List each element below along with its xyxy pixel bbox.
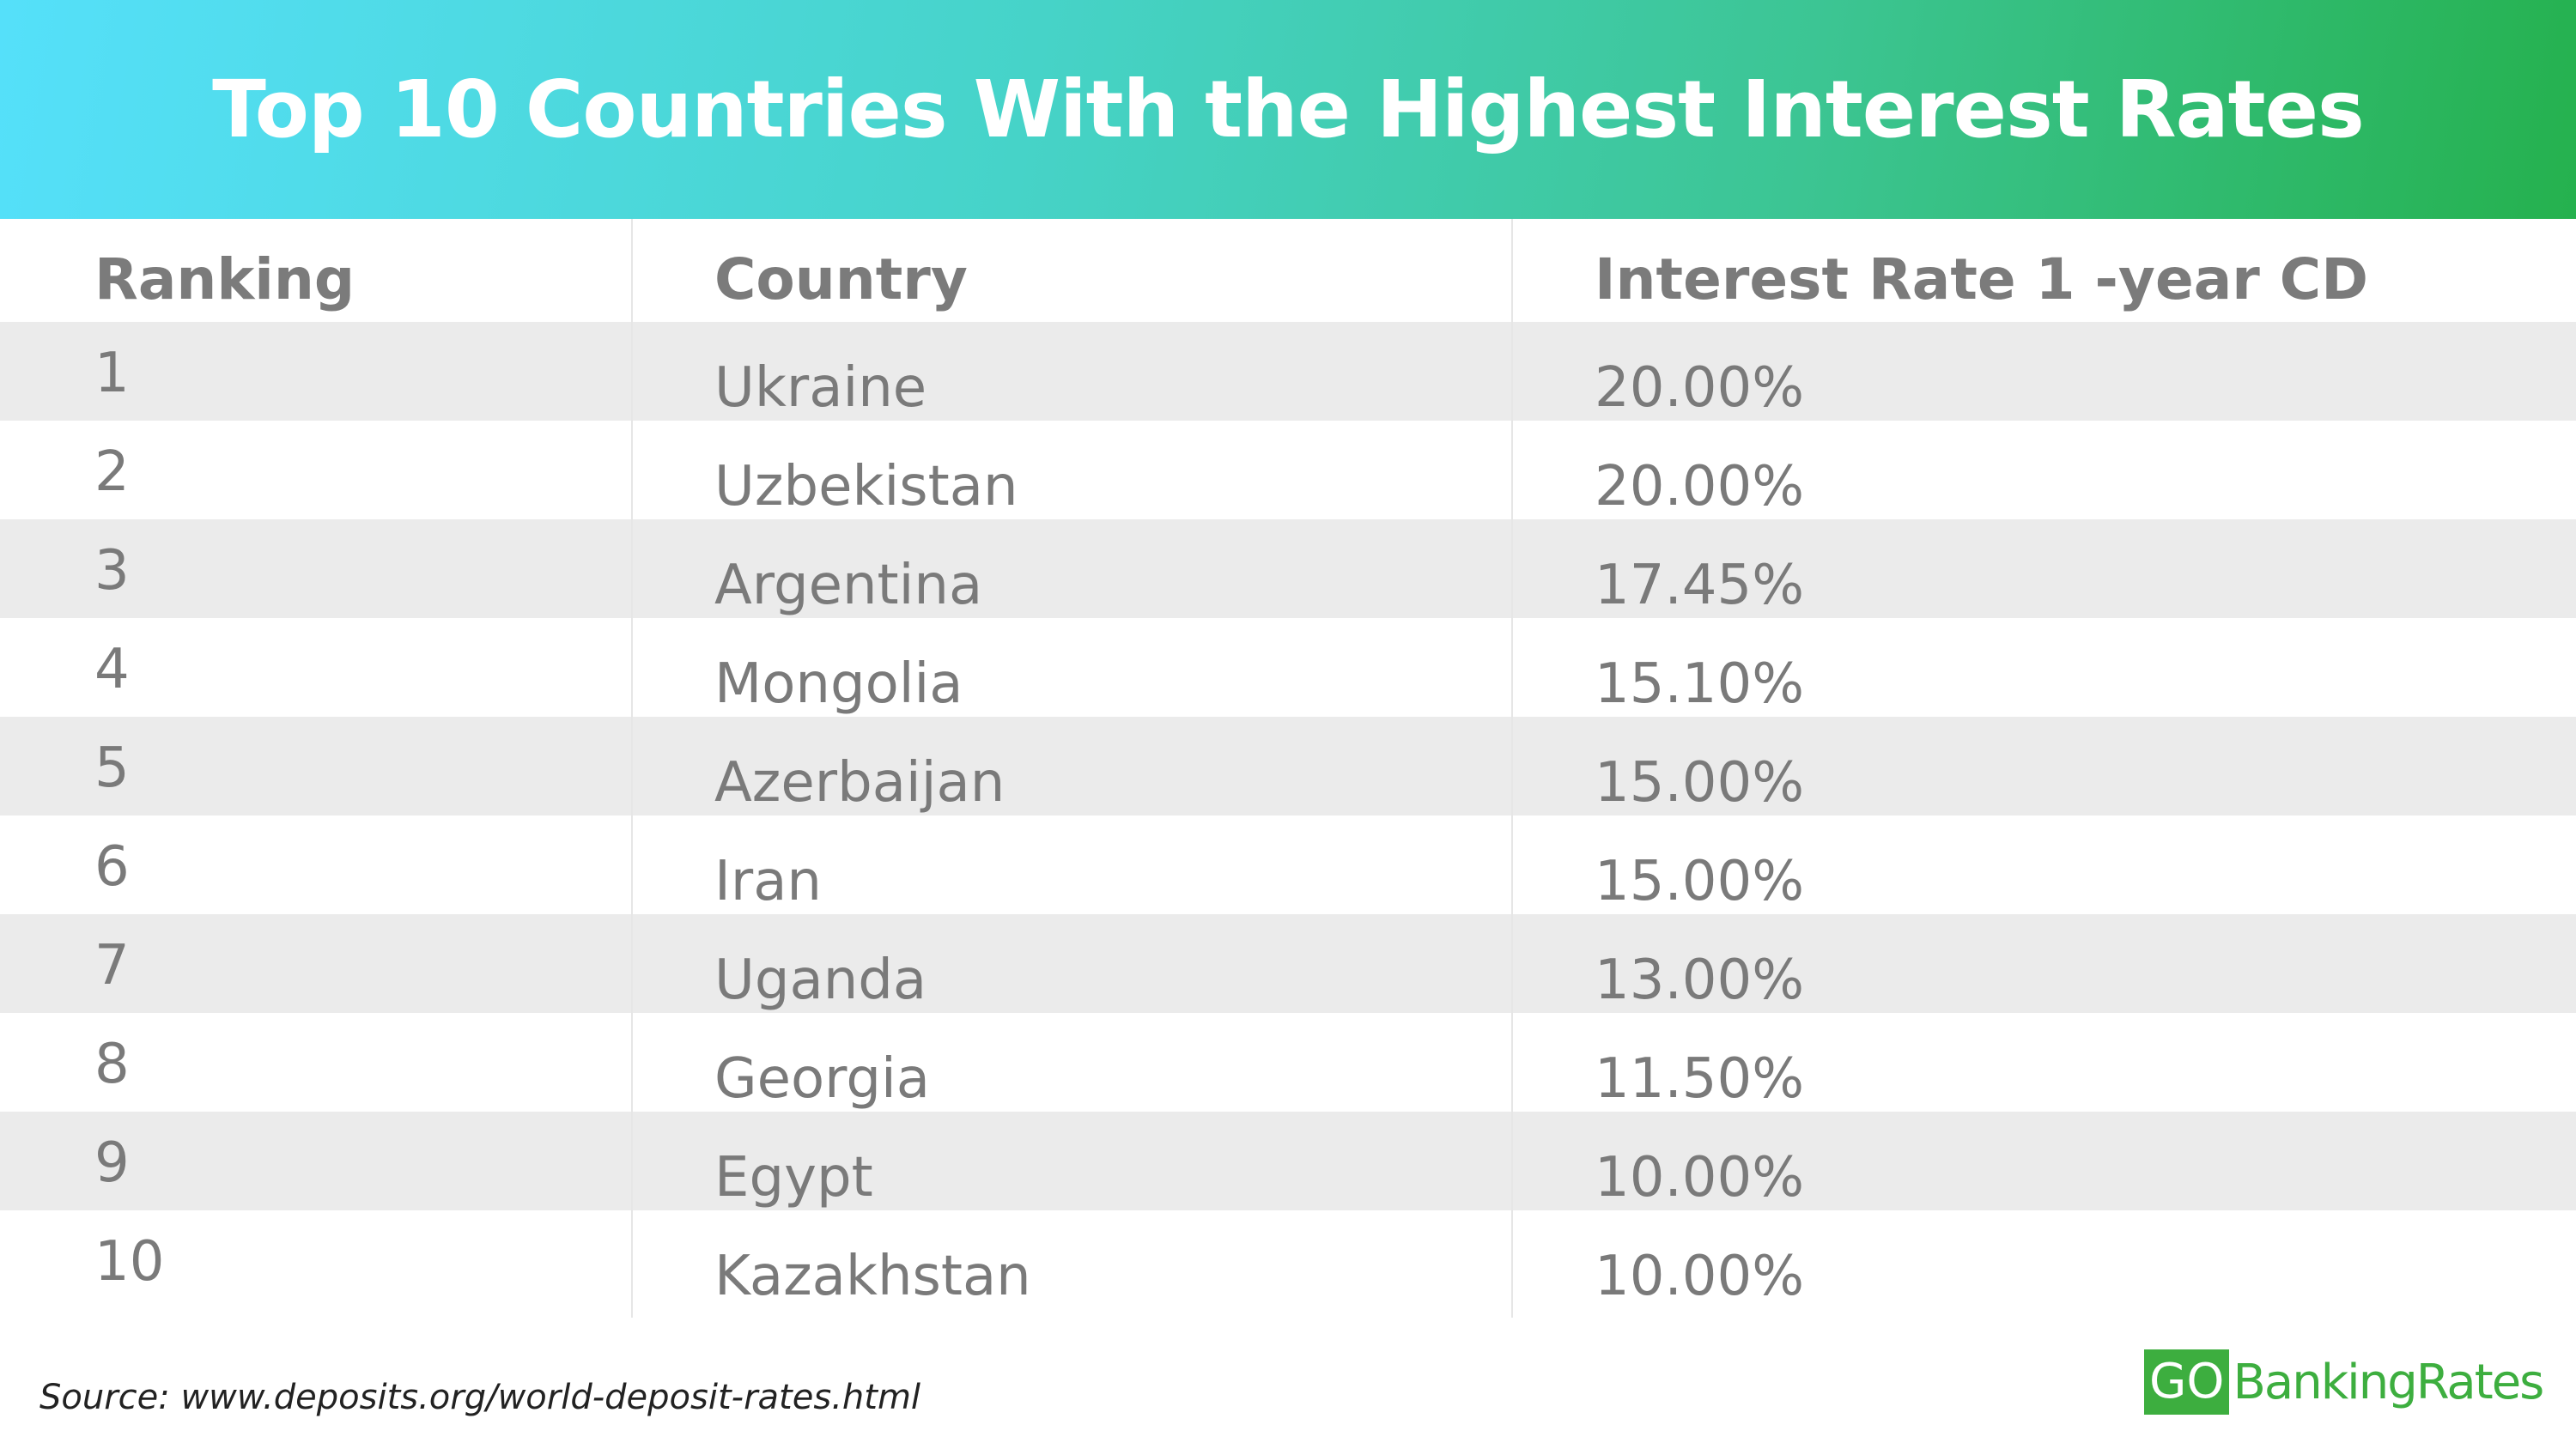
rank-cell: 2 xyxy=(94,440,130,504)
country-cell: Egypt xyxy=(714,1146,873,1210)
header-interest-rate: Interest Rate 1 -year CD xyxy=(1595,246,2368,312)
rank-cell: 4 xyxy=(94,638,130,701)
rank-cell: 7 xyxy=(94,934,130,997)
column-divider xyxy=(631,219,633,1318)
country-cell: Mongolia xyxy=(714,652,963,716)
table-body: 1 Ukraine 20.00% 2 Uzbekistan 20.00% 3 Argentin… xyxy=(0,322,2576,1309)
table-row: 10 Kazakhstan 10.00% xyxy=(0,1210,2576,1309)
logo-go: GO xyxy=(2144,1349,2230,1415)
rate-cell: 15.10% xyxy=(1595,652,1805,716)
table-row: 8 Georgia 11.50% xyxy=(0,1013,2576,1112)
table-row: 3 Argentina 17.45% xyxy=(0,519,2576,618)
rank-cell: 5 xyxy=(94,737,130,800)
country-cell: Uganda xyxy=(714,949,927,1012)
page-title: Top 10 Countries With the Highest Intere… xyxy=(212,63,2365,155)
country-cell: Argentina xyxy=(714,554,983,617)
rate-cell: 20.00% xyxy=(1595,455,1805,518)
table-row: 7 Uganda 13.00% xyxy=(0,914,2576,1013)
table-row: 9 Egypt 10.00% xyxy=(0,1112,2576,1210)
rate-cell: 15.00% xyxy=(1595,751,1805,815)
table-row: 6 Iran 15.00% xyxy=(0,815,2576,914)
rate-cell: 17.45% xyxy=(1595,554,1805,617)
rate-cell: 10.00% xyxy=(1595,1146,1805,1210)
table-row: 5 Azerbaijan 15.00% xyxy=(0,717,2576,815)
column-divider xyxy=(1511,219,1513,1318)
rate-cell: 11.50% xyxy=(1595,1047,1805,1111)
country-cell: Iran xyxy=(714,850,822,913)
rank-cell: 3 xyxy=(94,539,130,603)
title-banner: Top 10 Countries With the Highest Intere… xyxy=(0,0,2576,219)
gobankingrates-logo: GO BankingRates xyxy=(2144,1348,2544,1416)
rate-cell: 15.00% xyxy=(1595,850,1805,913)
rank-cell: 9 xyxy=(94,1131,130,1195)
country-cell: Ukraine xyxy=(714,356,927,420)
country-cell: Uzbekistan xyxy=(714,455,1018,518)
table-row: 4 Mongolia 15.10% xyxy=(0,618,2576,717)
rate-cell: 10.00% xyxy=(1595,1245,1805,1308)
rank-cell: 8 xyxy=(94,1033,130,1096)
table-row: 1 Ukraine 20.00% xyxy=(0,322,2576,421)
header-country: Country xyxy=(714,246,968,312)
country-cell: Kazakhstan xyxy=(714,1245,1031,1308)
rank-cell: 6 xyxy=(94,835,130,899)
rank-cell: 10 xyxy=(94,1230,165,1294)
rate-cell: 13.00% xyxy=(1595,949,1805,1012)
rates-table: Ranking Country Interest Rate 1 -year CD… xyxy=(0,219,2576,1309)
source-note: Source: www.deposits.org/world-deposit-r… xyxy=(39,1378,921,1417)
rate-cell: 20.00% xyxy=(1595,356,1805,420)
table-header-row: Ranking Country Interest Rate 1 -year CD xyxy=(0,219,2576,322)
table-row: 2 Uzbekistan 20.00% xyxy=(0,421,2576,519)
country-cell: Georgia xyxy=(714,1047,930,1111)
logo-banking-rates: BankingRates xyxy=(2233,1354,2544,1410)
rank-cell: 1 xyxy=(94,342,130,405)
country-cell: Azerbaijan xyxy=(714,751,1005,815)
header-ranking: Ranking xyxy=(94,246,355,312)
